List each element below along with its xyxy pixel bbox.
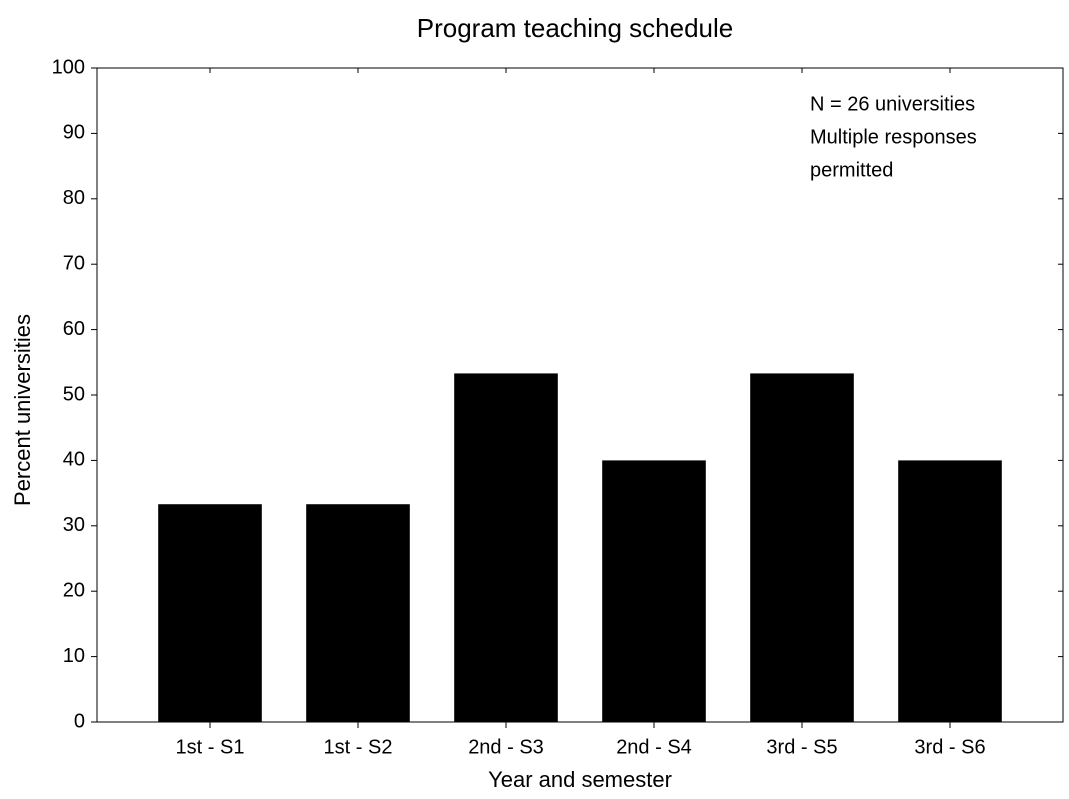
x-tick-label: 3rd - S5 bbox=[766, 736, 837, 758]
bar bbox=[158, 504, 262, 722]
y-tick-label: 80 bbox=[63, 187, 85, 209]
x-tick-label: 1st - S1 bbox=[176, 736, 245, 758]
x-tick-label: 2nd - S3 bbox=[468, 736, 544, 758]
y-tick-label: 20 bbox=[63, 579, 85, 601]
y-tick-label: 40 bbox=[63, 449, 85, 471]
bar bbox=[454, 373, 558, 722]
y-tick-label: 90 bbox=[63, 122, 85, 144]
x-tick-label: 3rd - S6 bbox=[914, 736, 985, 758]
y-axis-label: Percent universities bbox=[10, 314, 35, 506]
annotation: permitted bbox=[810, 159, 893, 181]
y-tick-label: 30 bbox=[63, 514, 85, 536]
annotation: N = 26 universities bbox=[810, 93, 975, 115]
y-tick-label: 50 bbox=[63, 383, 85, 405]
bar bbox=[602, 460, 706, 722]
y-tick-label: 10 bbox=[63, 645, 85, 667]
y-tick-label: 0 bbox=[74, 710, 85, 732]
bar bbox=[898, 460, 1002, 722]
x-tick-label: 2nd - S4 bbox=[616, 736, 692, 758]
annotation: Multiple responses bbox=[810, 126, 977, 148]
y-tick-label: 100 bbox=[52, 56, 85, 78]
x-axis-label: Year and semester bbox=[488, 767, 672, 792]
x-tick-label: 1st - S2 bbox=[324, 736, 393, 758]
chart-title: Program teaching schedule bbox=[417, 13, 734, 43]
y-tick-label: 70 bbox=[63, 252, 85, 274]
bar bbox=[750, 373, 854, 722]
y-tick-label: 60 bbox=[63, 318, 85, 340]
bar bbox=[306, 504, 410, 722]
